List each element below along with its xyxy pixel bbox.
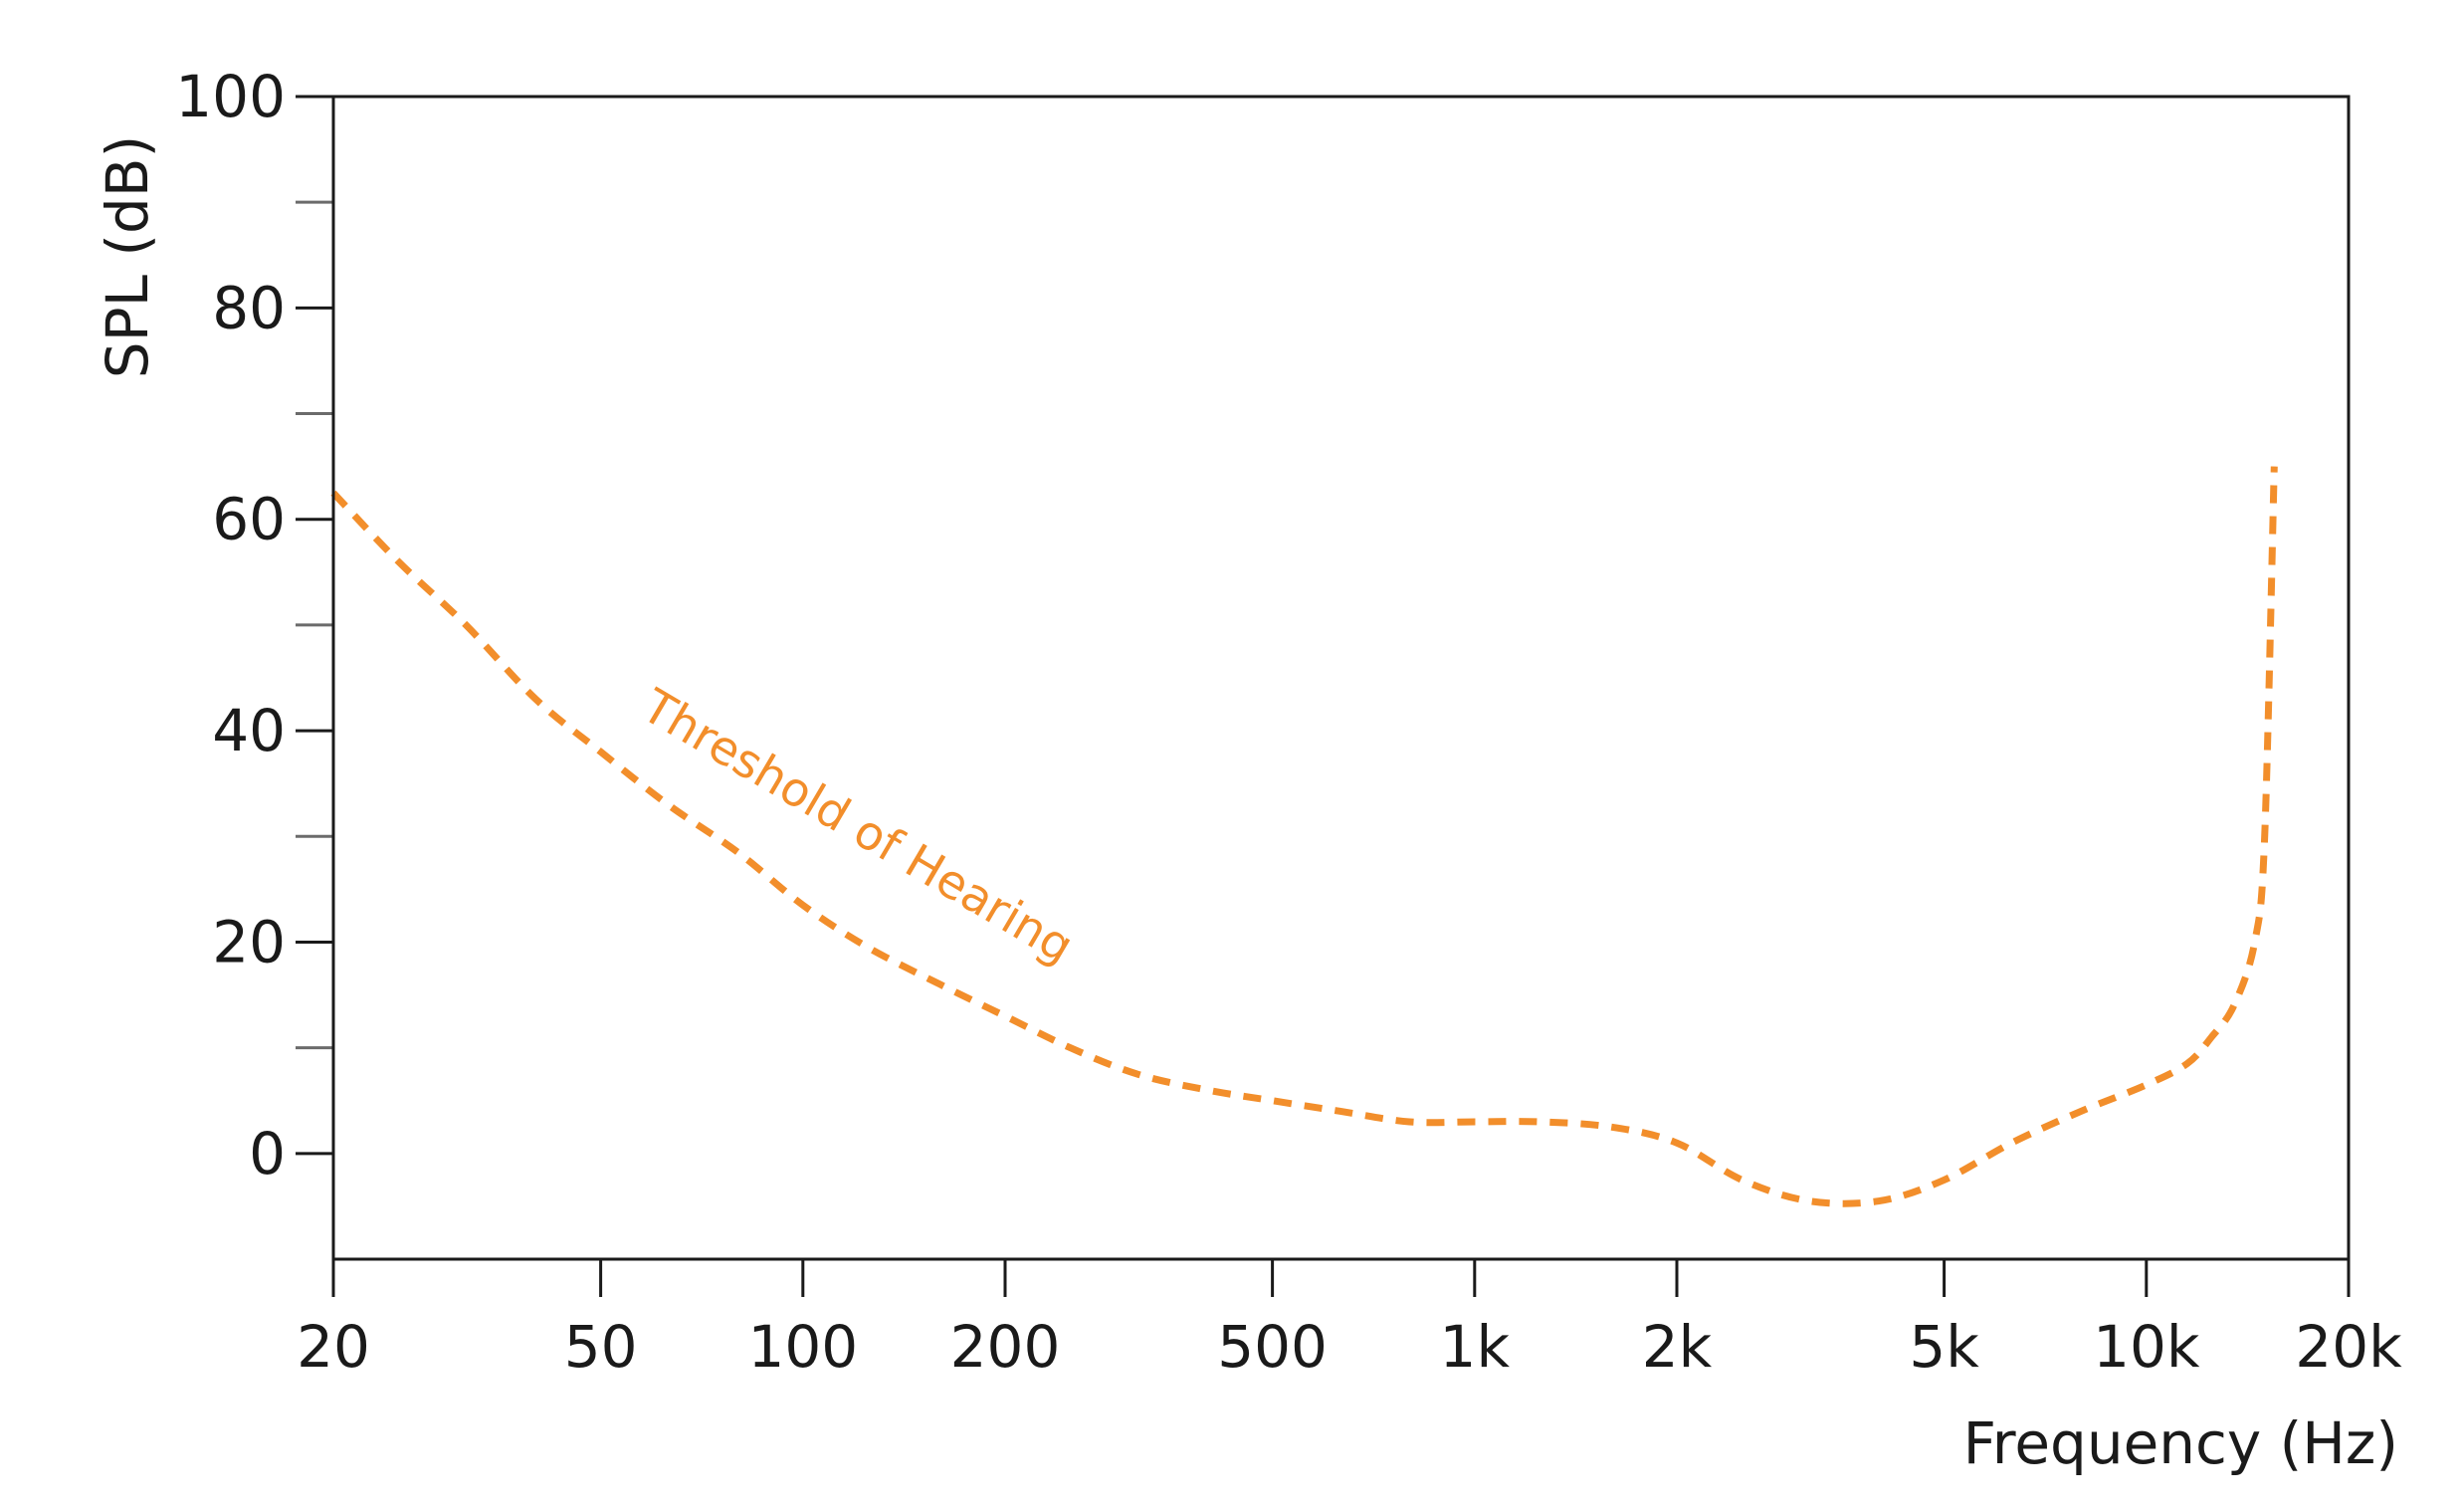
x-tick-label: 2k	[1642, 1313, 1713, 1381]
plot-area-frame	[331, 95, 2351, 1261]
x-tick-label: 200	[950, 1313, 1061, 1381]
y-tick-label: 100	[175, 63, 286, 130]
x-tick-label: 20k	[2295, 1313, 2402, 1381]
y-tick-label: 60	[212, 486, 286, 553]
x-tick-label: 500	[1217, 1313, 1328, 1381]
x-tick-label: 20	[297, 1313, 370, 1381]
x-tick-label: 1k	[1440, 1313, 1511, 1381]
y-tick-label: 40	[212, 697, 286, 764]
data-series-layer	[330, 466, 2278, 1207]
y-tick-label: 0	[249, 1120, 286, 1187]
y-tick-label: 20	[212, 908, 286, 975]
x-axis-title: Frequency (Hz)	[1963, 1409, 2398, 1477]
y-axis-title: SPL (dB)	[94, 135, 161, 378]
threshold-curve-line	[330, 466, 2278, 1207]
x-tick-label: 5k	[1909, 1313, 1979, 1381]
x-tick-label: 50	[564, 1313, 638, 1381]
axis-ticks: 0 20 40 60 80 100 20 50 100 200 500 1k 2k 5k 10k 20k	[175, 63, 2402, 1381]
y-tick-label: 80	[212, 274, 286, 341]
x-tick-label: 100	[747, 1313, 858, 1381]
x-tick-label: 10k	[2093, 1313, 2200, 1381]
